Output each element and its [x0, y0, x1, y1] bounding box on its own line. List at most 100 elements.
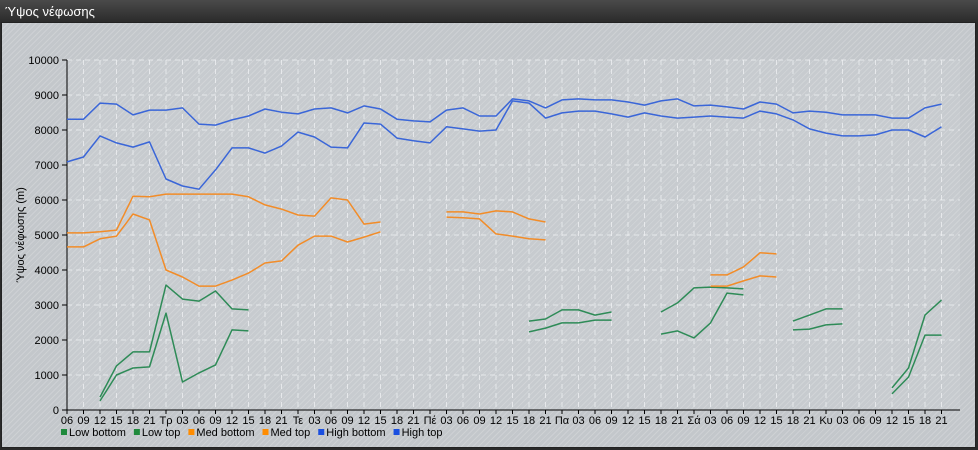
- legend-label: Med top: [271, 427, 311, 439]
- legend-item: High bottom: [318, 427, 386, 439]
- legend-item: Low bottom: [61, 427, 126, 439]
- x-tick-label: Πα: [555, 415, 570, 427]
- legend-item: Med top: [262, 427, 311, 439]
- y-tick-label: 10000: [28, 55, 59, 67]
- x-tick-label: 03: [440, 415, 452, 427]
- x-tick-label: 09: [209, 415, 221, 427]
- legend: Low bottom Low top Med bottom Med top High b…: [61, 427, 443, 439]
- x-tick-label: 18: [259, 415, 271, 427]
- legend-swatch: [133, 429, 140, 435]
- x-tick-label: 15: [770, 415, 782, 427]
- x-tick-label: 15: [110, 415, 122, 427]
- window-title: Ύψος νέφωσης: [0, 0, 978, 22]
- x-tick-label: 12: [622, 415, 634, 427]
- x-tick-label: 12: [886, 415, 898, 427]
- series-line-segment: [528, 319, 612, 333]
- series-line-segment: [660, 292, 744, 339]
- x-tick-label: 03: [704, 415, 716, 427]
- x-tick-label: 21: [671, 415, 683, 427]
- y-tick-label: 4000: [35, 265, 59, 277]
- y-tick-label: 0: [53, 405, 59, 417]
- x-tick-label: 18: [787, 415, 799, 427]
- x-tick-label: 12: [358, 415, 370, 427]
- x-tick-label: 06: [325, 415, 337, 427]
- y-tick-label: 6000: [35, 195, 59, 207]
- x-tick-label: Κυ: [819, 415, 832, 427]
- x-tick-label: Σά: [687, 415, 701, 427]
- x-tick-label: 18: [655, 415, 667, 427]
- series-low-bottom: [99, 292, 942, 402]
- y-tick-label: 9000: [35, 90, 59, 102]
- legend-label: Med bottom: [196, 427, 254, 439]
- y-axis-label: Ύψος νέφωσης (m): [15, 187, 27, 283]
- legend-label: High top: [402, 427, 443, 439]
- y-tick-label: 3000: [35, 300, 59, 312]
- legend-item: High top: [393, 427, 443, 439]
- series-line-segment: [99, 284, 249, 398]
- axes: 0 1000 2000 3000 4000 5000 6000 7000 8000 9000 100…: [28, 55, 960, 427]
- x-tick-label: 09: [473, 415, 485, 427]
- x-tick-label: 03: [572, 415, 584, 427]
- x-tick-label: Τε: [293, 415, 304, 427]
- x-tick-label: 18: [391, 415, 403, 427]
- x-tick-label: 12: [226, 415, 238, 427]
- legend-swatch: [262, 429, 269, 435]
- series-med-top: [67, 193, 777, 276]
- series-line-segment: [67, 193, 381, 234]
- x-tick-label: 09: [605, 415, 617, 427]
- legend-label: High bottom: [326, 427, 385, 439]
- y-tick-label: 5000: [35, 230, 59, 242]
- x-tick-label: 21: [275, 415, 287, 427]
- series-line-segment: [66, 100, 942, 190]
- x-tick-label: 09: [77, 415, 89, 427]
- x-tick-label: 15: [242, 415, 254, 427]
- series-line-segment: [446, 210, 546, 223]
- legend-label: Low top: [142, 427, 181, 439]
- x-tick-label: 15: [638, 415, 650, 427]
- legend-item: Low top: [133, 427, 181, 439]
- series-line-segment: [792, 323, 843, 331]
- y-tick-label: 7000: [35, 160, 59, 172]
- series-line-segment: [891, 334, 942, 395]
- chart-panel: [1, 22, 976, 448]
- x-tick-label: 09: [869, 415, 881, 427]
- x-tick-label: 21: [935, 415, 947, 427]
- legend-swatch: [318, 429, 325, 435]
- x-tick-label: 18: [919, 415, 931, 427]
- series-group: [66, 98, 943, 402]
- legend-label: Low bottom: [69, 427, 126, 439]
- series-line-segment: [446, 216, 546, 241]
- y-tick-label: 2000: [35, 335, 59, 347]
- series-line-segment: [99, 312, 249, 402]
- x-tick-label: 06: [61, 415, 73, 427]
- legend-item: Med bottom: [188, 427, 255, 439]
- x-tick-label: 18: [127, 415, 139, 427]
- series-med-bottom: [67, 213, 777, 287]
- series-line-segment: [710, 275, 777, 287]
- x-tick-label: 12: [94, 415, 106, 427]
- x-tick-label: 15: [374, 415, 386, 427]
- series-high-top: [67, 98, 942, 126]
- series-line-segment: [710, 252, 777, 276]
- x-tick-label: 06: [193, 415, 205, 427]
- x-tick-label: 21: [407, 415, 419, 427]
- series-line-segment: [660, 286, 744, 313]
- legend-swatch: [188, 429, 195, 435]
- legend-swatch: [393, 429, 400, 435]
- y-tick-label: 1000: [35, 370, 59, 382]
- x-tick-label: 12: [754, 415, 766, 427]
- series-low-top: [99, 284, 943, 398]
- x-tick-label: 09: [341, 415, 353, 427]
- x-tick-label: Τρ: [160, 415, 173, 427]
- x-tick-label: 06: [589, 415, 601, 427]
- x-tick-label: 21: [803, 415, 815, 427]
- x-tick-label: 15: [902, 415, 914, 427]
- x-tick-label: 03: [836, 415, 848, 427]
- x-tick-label: 06: [721, 415, 733, 427]
- series-line-segment: [67, 98, 942, 126]
- x-tick-label: 21: [539, 415, 551, 427]
- series-line-segment: [792, 308, 843, 322]
- x-tick-label: 12: [490, 415, 502, 427]
- legend-swatch: [61, 429, 67, 435]
